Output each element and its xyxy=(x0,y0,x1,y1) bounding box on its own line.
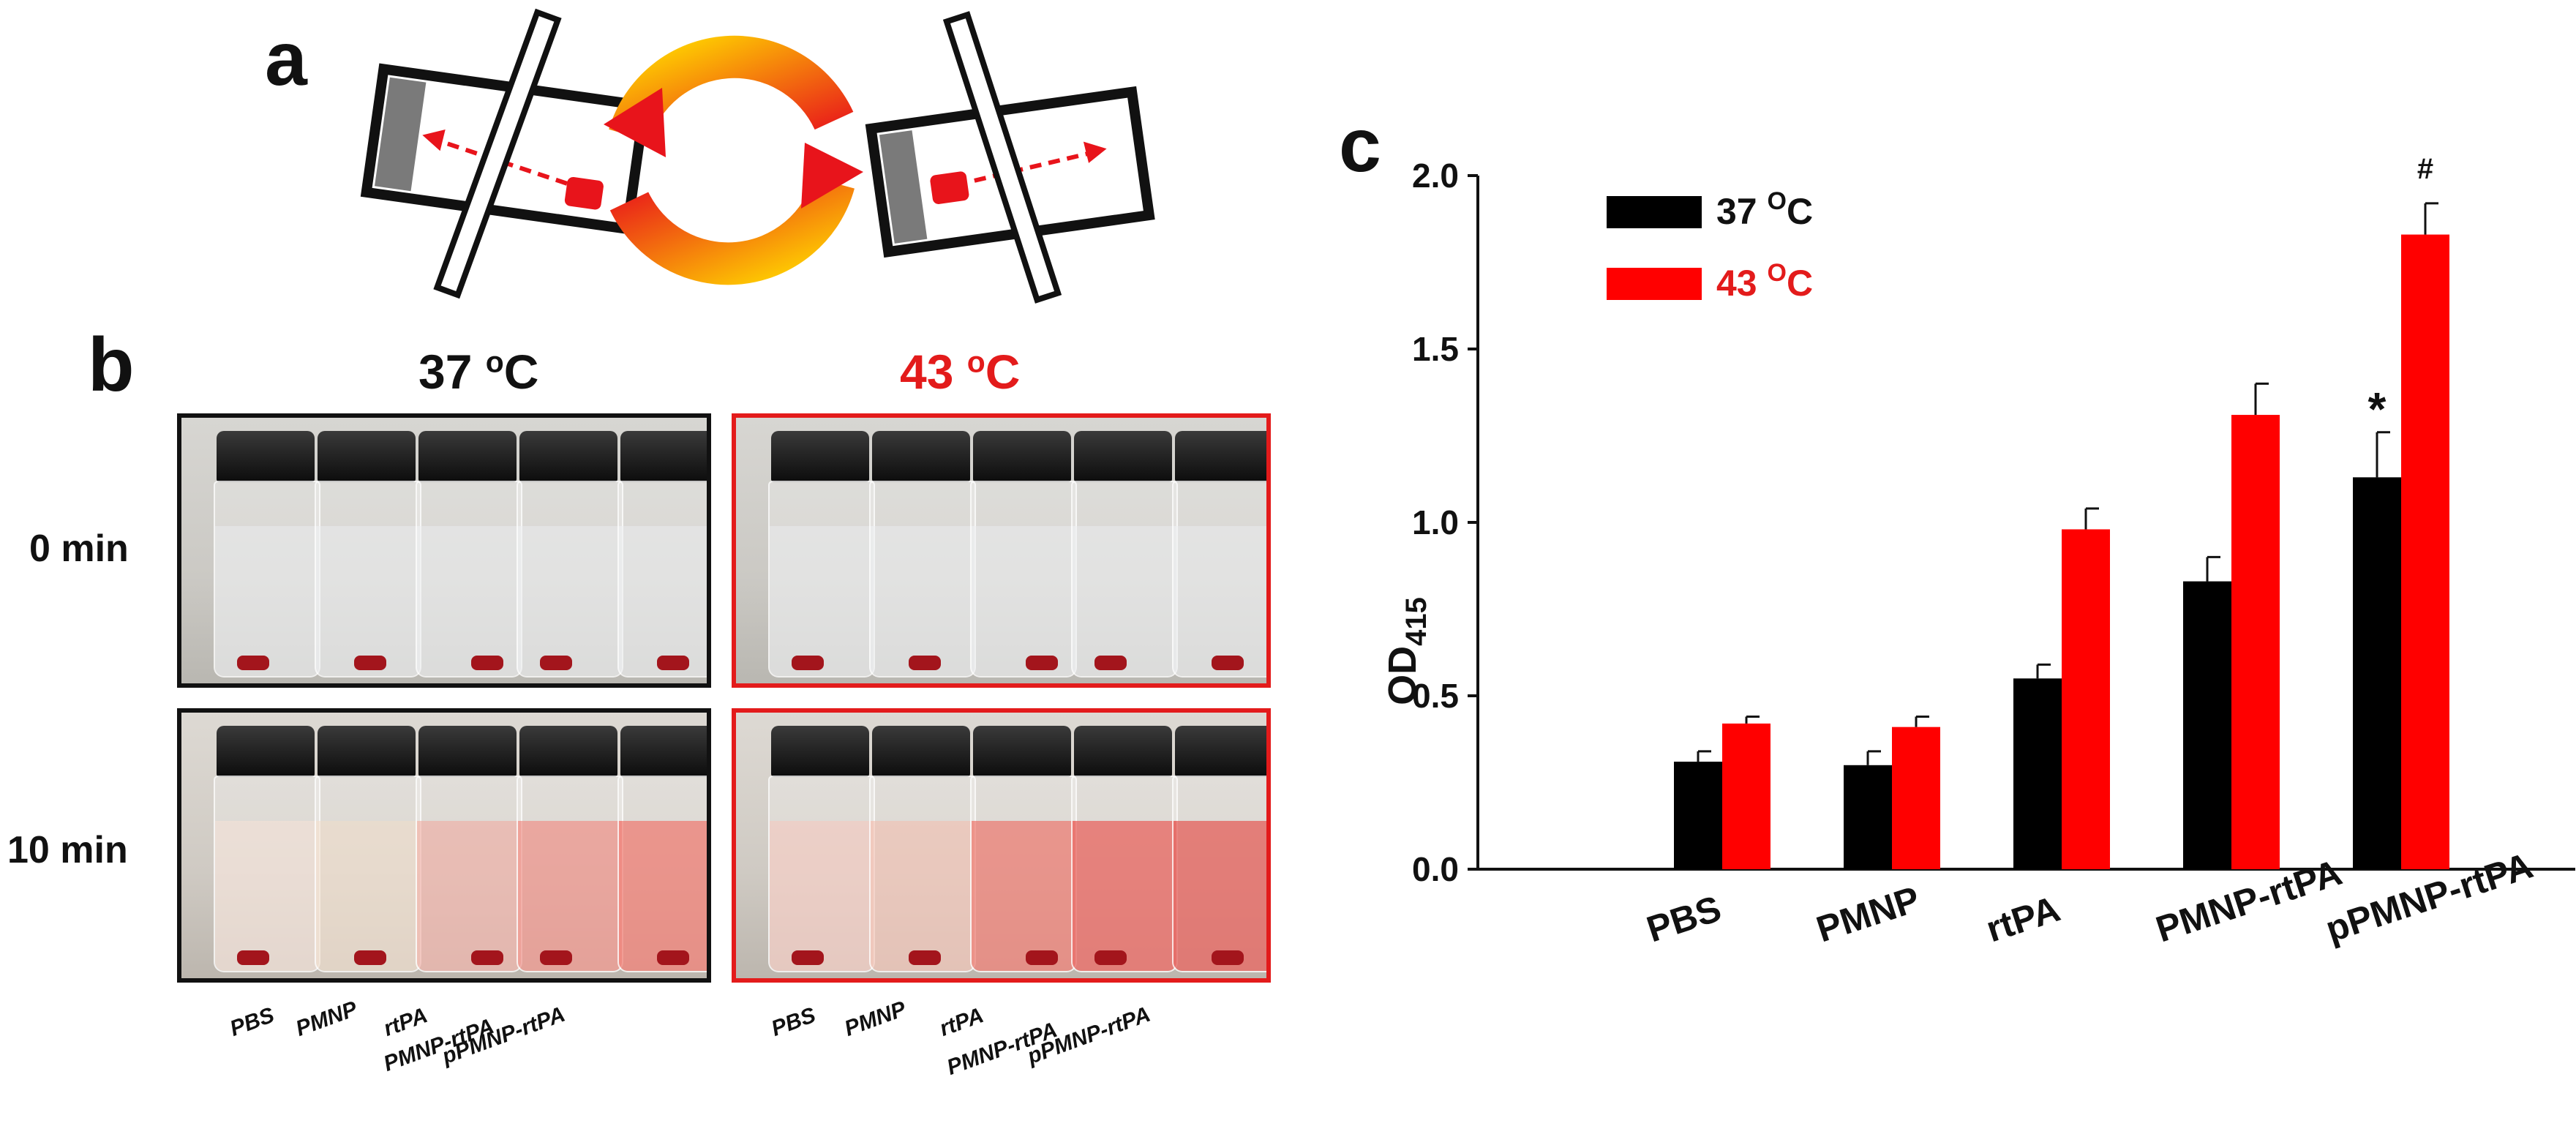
vial-cap xyxy=(973,726,1071,777)
vial-cap xyxy=(519,431,617,482)
blood-clot xyxy=(792,950,824,965)
vial-cap xyxy=(973,431,1071,482)
blood-clot xyxy=(657,950,689,965)
vial-cap xyxy=(217,726,315,777)
bar-37c xyxy=(2183,581,2231,869)
bar-37c xyxy=(1844,765,1892,869)
panel-c-label: c xyxy=(1339,103,1381,188)
significance-marker: # xyxy=(2417,153,2433,185)
vial-label: rtPA xyxy=(936,1003,987,1042)
x-tick-label: rtPA xyxy=(1981,888,2065,950)
blood-clot xyxy=(792,656,824,670)
vial-label: PBS xyxy=(227,1002,278,1042)
vial-cap xyxy=(872,726,970,777)
bar-37c xyxy=(2013,678,2062,869)
time-0-label: 0 min xyxy=(29,528,129,570)
blood-clot xyxy=(471,950,503,965)
y-tick-label: 2.0 xyxy=(1412,157,1459,195)
bar-43c xyxy=(2062,529,2110,869)
blood-clot xyxy=(909,950,941,965)
photo-37c-10min xyxy=(177,708,711,983)
blood-clot xyxy=(1212,656,1244,670)
photo-43c-0min xyxy=(732,413,1271,688)
legend-label-37c: 37 OC xyxy=(1716,187,1813,232)
y-tick-label: 1.5 xyxy=(1412,330,1459,368)
vial-label: rtPA xyxy=(380,1003,431,1042)
panel-a-diagram xyxy=(360,8,1155,304)
vial-cap xyxy=(318,726,416,777)
right-rod xyxy=(942,11,1062,304)
od415-bar-chart: OD415 0.00.51.01.52.0 PBS PMNP rtPA PMNP-rt… xyxy=(1381,153,2575,950)
blood-clot xyxy=(1212,950,1244,965)
vial-cap xyxy=(872,431,970,482)
vial-cap xyxy=(1175,726,1266,777)
blood-clot xyxy=(540,656,572,670)
panel-b-label: b xyxy=(88,323,135,408)
vial-cap xyxy=(771,431,869,482)
cycle-arrowhead-right xyxy=(801,143,863,209)
blood-clot xyxy=(909,656,941,670)
y-tick-label: 0.5 xyxy=(1412,677,1459,715)
y-tick-label: 0.0 xyxy=(1412,850,1459,888)
vial-cap xyxy=(1175,431,1266,482)
vial-cap xyxy=(620,726,707,777)
legend-swatch-43c xyxy=(1607,268,1702,300)
bar-43c xyxy=(2231,415,2280,869)
y-tick-label: 1.0 xyxy=(1412,503,1459,541)
vial-cap xyxy=(1074,726,1172,777)
vial-cap xyxy=(1074,431,1172,482)
bar-37c xyxy=(1674,762,1722,869)
vial-label: PBS xyxy=(768,1002,819,1042)
legend-swatch-37c xyxy=(1607,196,1702,228)
vial-cap xyxy=(418,431,517,482)
left-rod xyxy=(433,8,562,299)
photo-37c-0min xyxy=(177,413,711,688)
legend-label-43c: 43 OC xyxy=(1716,259,1813,304)
temp-37-heading: 37 oC xyxy=(418,345,539,399)
bar-43c xyxy=(1722,723,1770,869)
photo-43c-10min xyxy=(732,708,1271,983)
blood-clot xyxy=(1094,950,1127,965)
vial-cap xyxy=(318,431,416,482)
blood-clot xyxy=(1026,656,1058,670)
vial-cap xyxy=(771,726,869,777)
blood-clot xyxy=(354,950,386,965)
x-tick-label: PBS xyxy=(1642,887,1726,950)
blood-clot xyxy=(1026,950,1058,965)
y-axis-label: OD415 xyxy=(1381,597,1432,705)
bar-43c xyxy=(2401,234,2449,869)
blood-clot xyxy=(540,950,572,965)
vial-cap xyxy=(217,431,315,482)
bar-37c xyxy=(2353,477,2401,869)
blood-clot xyxy=(237,950,269,965)
cycle-arrow-bottom xyxy=(609,176,855,285)
bar-43c xyxy=(1892,727,1940,869)
vial-cap xyxy=(519,726,617,777)
x-tick-label: PMNP xyxy=(1811,879,1925,950)
cycle-arrowhead-left xyxy=(604,88,666,157)
vial-cap xyxy=(418,726,517,777)
blood-clot xyxy=(1094,656,1127,670)
vial-label: PMNP xyxy=(293,996,361,1042)
vial-label: PMNP xyxy=(841,996,909,1042)
blood-clot xyxy=(354,656,386,670)
blood-clot xyxy=(237,656,269,670)
vial-cap xyxy=(620,431,707,482)
temp-43-heading: 43 oC xyxy=(900,345,1021,399)
blood-clot xyxy=(657,656,689,670)
panel-a-label: a xyxy=(265,17,307,102)
significance-marker: * xyxy=(2368,383,2387,435)
blood-clot xyxy=(471,656,503,670)
time-10-label: 10 min xyxy=(7,829,128,871)
